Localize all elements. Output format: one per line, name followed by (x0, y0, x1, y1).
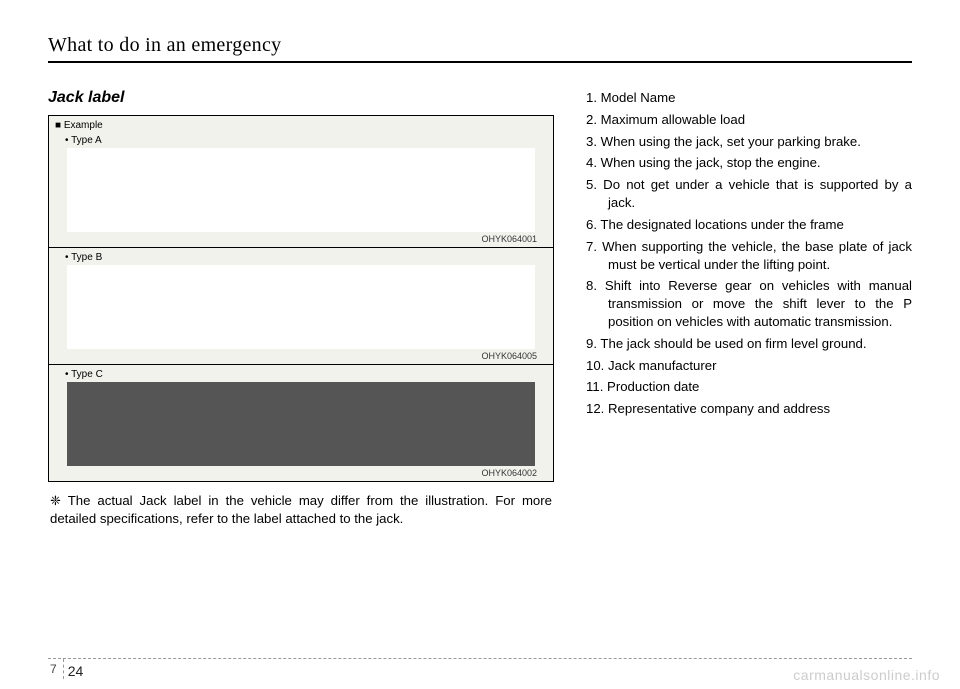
type-b-label: Type B (61, 250, 541, 265)
list-item: 11. Production date (586, 378, 912, 396)
list-item: 10. Jack manufacturer (586, 357, 912, 375)
section-title: Jack label (48, 89, 554, 107)
chapter-title: What to do in an emergency (48, 34, 912, 63)
list-item: 3. When using the jack, set your parking… (586, 133, 912, 151)
type-a-label: Type A (61, 133, 541, 148)
list-item: 6. The designated locations under the fr… (586, 216, 912, 234)
type-c-label: Type C (61, 367, 541, 382)
type-c-image (67, 382, 535, 466)
watermark: carmanualsonline.info (793, 667, 940, 683)
type-c-block: Type C OHYK064002 (49, 364, 553, 481)
list-item: 12. Representative company and address (586, 400, 912, 418)
list-item: 5. Do not get under a vehicle that is su… (586, 176, 912, 212)
example-box: ■ Example Type A OHYK064001 Type B OHYK0… (48, 115, 554, 482)
type-a-image (67, 148, 535, 232)
list-item: 4. When using the jack, stop the engine. (586, 154, 912, 172)
page: What to do in an emergency Jack label ■ … (0, 0, 960, 689)
list-item: 9. The jack should be used on firm level… (586, 335, 912, 353)
left-column: Jack label ■ Example Type A OHYK064001 T… (48, 89, 554, 528)
right-column: 1. Model Name 2. Maximum allowable load … (586, 89, 912, 528)
type-c-code: OHYK064002 (61, 468, 541, 481)
list-item: 8. Shift into Reverse gear on vehicles w… (586, 277, 912, 330)
list-item: 2. Maximum allowable load (586, 111, 912, 129)
footer-divider (48, 658, 912, 659)
section-number: 7 (48, 659, 64, 679)
list-item: 1. Model Name (586, 89, 912, 107)
footer (48, 658, 912, 659)
type-a-block: Type A OHYK064001 (49, 131, 553, 247)
footnote: ❈ The actual Jack label in the vehicle m… (48, 492, 554, 528)
type-b-block: Type B OHYK064005 (49, 247, 553, 364)
page-number: 24 (64, 663, 84, 679)
content-columns: Jack label ■ Example Type A OHYK064001 T… (48, 89, 912, 528)
type-a-code: OHYK064001 (61, 234, 541, 247)
list-item: 7. When supporting the vehicle, the base… (586, 238, 912, 274)
type-b-code: OHYK064005 (61, 351, 541, 364)
page-number-wrap: 7 24 (48, 659, 83, 679)
example-label: ■ Example (49, 116, 553, 131)
type-b-image (67, 265, 535, 349)
jack-label-list: 1. Model Name 2. Maximum allowable load … (586, 89, 912, 418)
